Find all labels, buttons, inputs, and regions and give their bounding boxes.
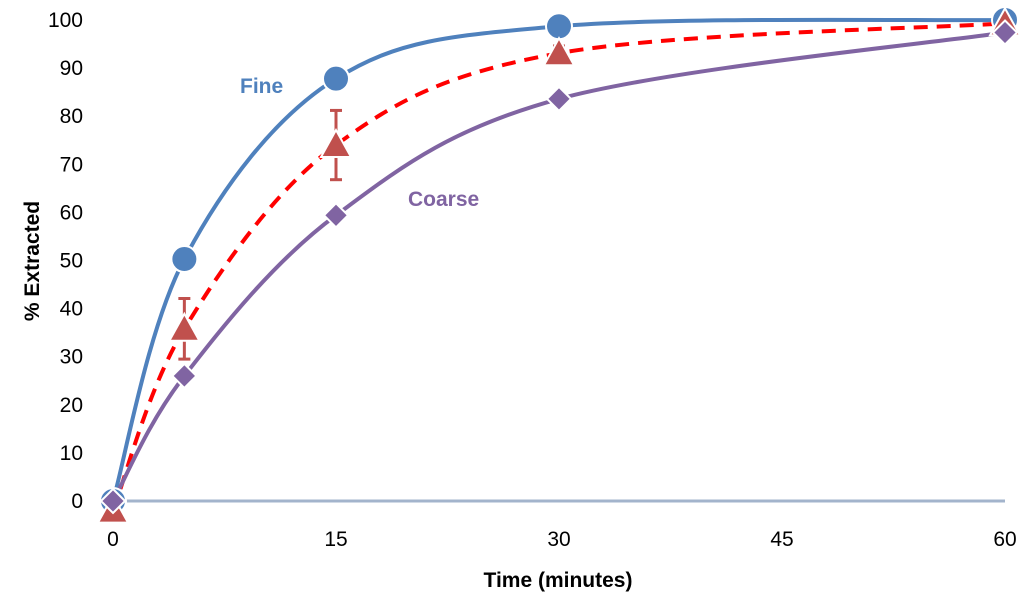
series-line xyxy=(111,21,1006,512)
data-point xyxy=(170,245,199,274)
y-tick-label: 90 xyxy=(60,57,83,80)
x-tick-label: 30 xyxy=(547,528,570,551)
series-line xyxy=(111,30,1007,503)
data-point xyxy=(545,12,573,41)
y-tick-label: 30 xyxy=(60,346,83,369)
series-label-fine: Fine xyxy=(240,75,283,98)
series-markers xyxy=(96,6,1022,524)
data-point xyxy=(545,85,573,113)
x-tick-label: 45 xyxy=(770,528,793,551)
y-tick-label: 20 xyxy=(60,394,83,417)
data-point xyxy=(319,128,353,159)
data-point xyxy=(167,311,202,342)
series-label-coarse: Coarse xyxy=(408,188,479,211)
series-line xyxy=(111,17,1007,503)
y-axis-ticks: 0 10 20 30 40 50 60 70 80 90 100 xyxy=(48,9,83,513)
y-tick-label: 0 xyxy=(71,490,83,513)
y-tick-label: 70 xyxy=(60,153,83,176)
x-tick-label: 0 xyxy=(107,528,119,551)
x-axis-ticks: 0 15 30 45 60 xyxy=(107,528,1017,551)
data-point xyxy=(322,64,350,93)
data-point xyxy=(991,19,1019,46)
x-tick-label: 60 xyxy=(993,528,1016,551)
y-tick-label: 10 xyxy=(60,442,83,465)
series-lines xyxy=(111,17,1007,512)
y-tick-label: 80 xyxy=(60,105,83,128)
y-tick-label: 60 xyxy=(60,201,83,224)
data-point xyxy=(170,362,198,390)
y-tick-label: 50 xyxy=(60,250,83,273)
x-tick-label: 15 xyxy=(324,528,347,551)
x-axis-title: Time (minutes) xyxy=(484,569,633,592)
data-point xyxy=(322,201,350,229)
y-tick-label: 40 xyxy=(60,298,83,321)
data-point xyxy=(99,487,127,515)
data-point xyxy=(542,36,576,67)
y-tick-label: 100 xyxy=(48,9,83,32)
y-axis-title: % Extracted xyxy=(21,201,44,321)
